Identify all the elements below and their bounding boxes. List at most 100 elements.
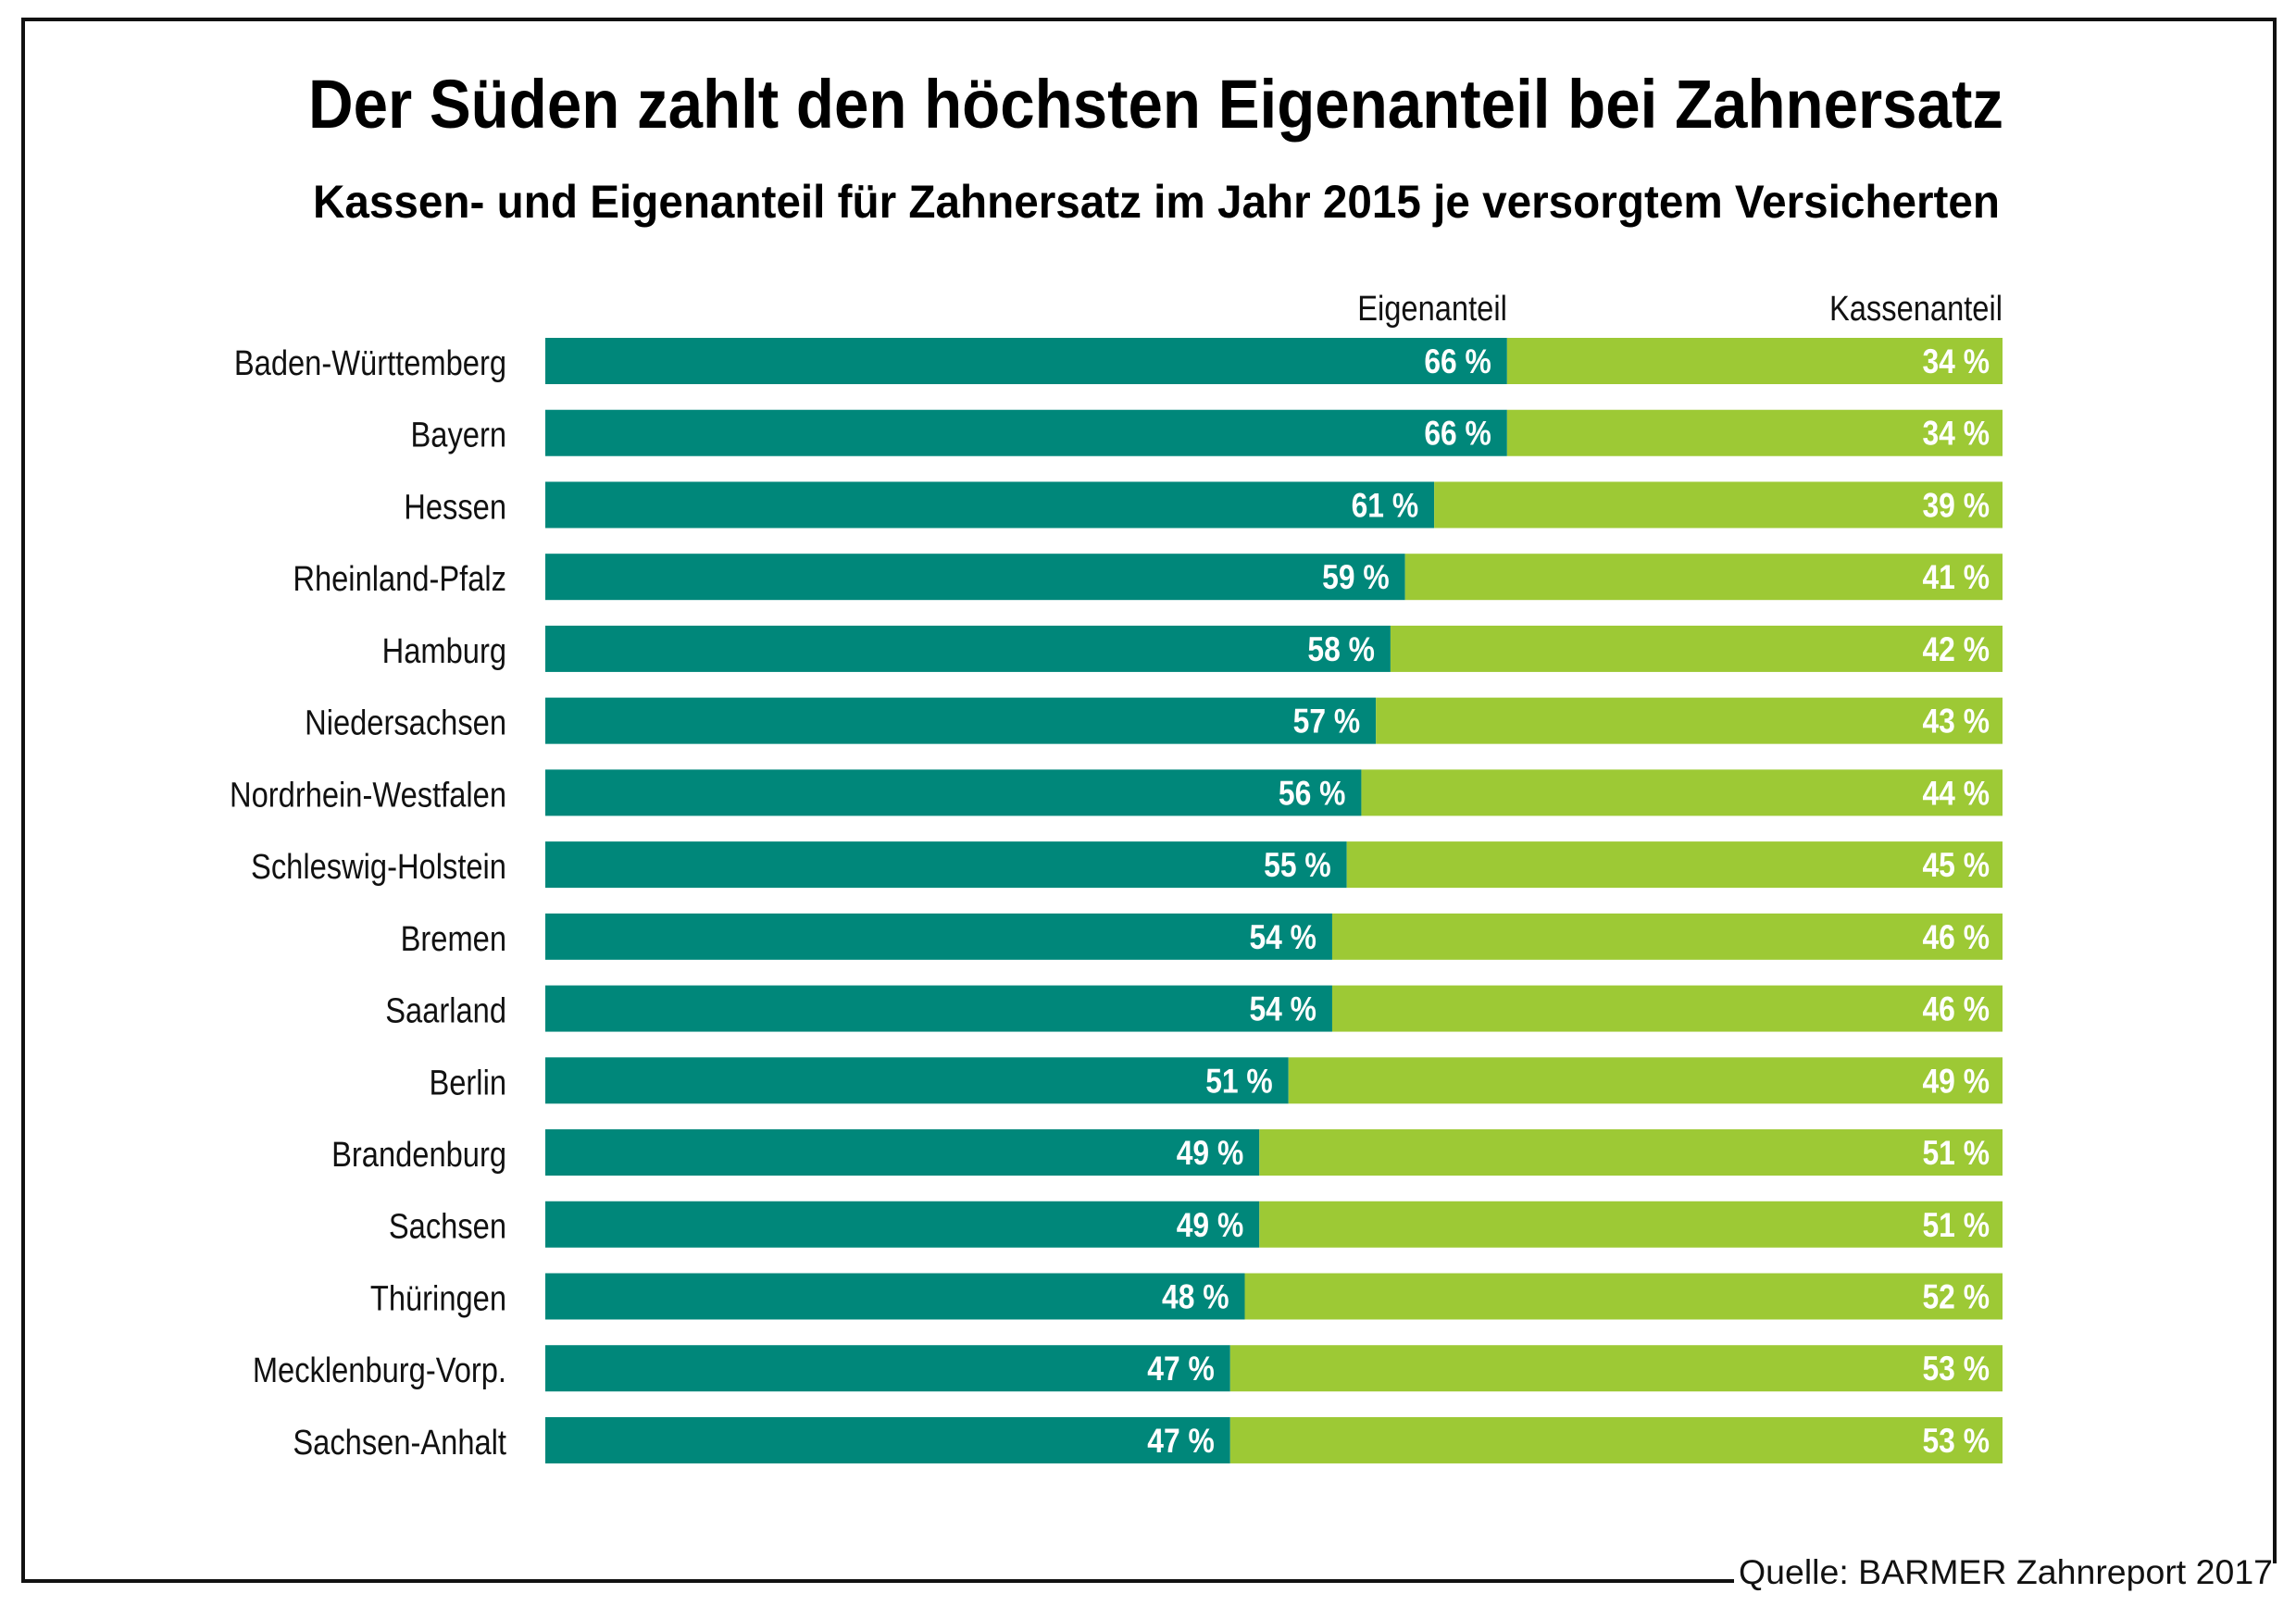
bar-segment-kassenanteil [1376,697,2003,744]
category-label: Schleswig-Holstein [251,847,506,887]
bar-segment-kassenanteil [1259,1129,2003,1176]
bar-segment-eigenanteil [545,554,1405,601]
bar-segment-eigenanteil [545,409,1507,456]
data-label-kassenanteil: 43 % [1922,703,1990,741]
source-note: Quelle: BARMER Zahnreport 2017 [1739,1553,2273,1591]
category-label: Hessen [404,487,506,527]
bar-segment-eigenanteil [545,1129,1260,1176]
category-label: Bremen [401,919,506,959]
bar-segment-kassenanteil [1346,841,2003,889]
category-label: Saarland [385,990,506,1030]
data-label-eigenanteil: 59 % [1322,559,1390,597]
data-label-eigenanteil: 49 % [1177,1207,1244,1245]
chart-subtitle: Kassen- und Eigenanteil für Zahnersatz i… [313,176,2000,228]
bar-segment-kassenanteil [1244,1273,2003,1320]
category-label: Berlin [429,1063,506,1102]
bar-segment-eigenanteil [545,1201,1260,1248]
bar-row-niedersachsen: Niedersachsen 57 % 43 % [305,697,2003,744]
bar-row-sachsen-anhalt: Sachsen-Anhalt 47 % 53 % [293,1416,2003,1463]
bar-segment-eigenanteil [545,841,1347,889]
bar-segment-eigenanteil [545,985,1332,1032]
legend-label-eigenanteil: Eigenanteil [1357,289,1507,329]
data-label-eigenanteil: 57 % [1293,703,1361,741]
bar-segment-eigenanteil [545,625,1391,672]
bar-row-bayern: Bayern 66 % 34 % [411,409,2003,456]
data-label-kassenanteil: 53 % [1922,1423,1990,1461]
data-label-kassenanteil: 46 % [1922,990,1990,1028]
data-label-eigenanteil: 47 % [1147,1351,1215,1388]
bar-segment-kassenanteil [1404,554,2003,601]
data-label-eigenanteil: 54 % [1249,990,1316,1028]
bar-row-baden-wurttemberg: Baden-Württemberg 66 % 34 % [234,338,2003,384]
bar-segment-kassenanteil [1229,1416,2003,1463]
category-label: Hamburg [382,631,506,671]
data-label-kassenanteil: 42 % [1922,631,1990,669]
bar-segment-eigenanteil [545,338,1507,384]
data-label-eigenanteil: 66 % [1424,343,1491,381]
category-label: Mecklenburg-Vorp. [253,1351,506,1390]
bar-segment-kassenanteil [1506,409,2003,456]
data-label-eigenanteil: 47 % [1147,1423,1215,1461]
data-label-kassenanteil: 41 % [1922,559,1990,597]
category-label: Brandenburg [331,1135,506,1175]
bar-segment-eigenanteil [545,1057,1289,1104]
data-label-kassenanteil: 52 % [1922,1278,1990,1316]
data-label-eigenanteil: 56 % [1279,775,1346,813]
data-label-eigenanteil: 66 % [1424,416,1491,454]
category-label: Sachsen-Anhalt [293,1423,506,1463]
data-label-eigenanteil: 54 % [1249,919,1316,957]
bar-segment-eigenanteil [545,697,1377,744]
category-label: Sachsen [389,1206,506,1246]
data-label-kassenanteil: 34 % [1922,416,1990,454]
bar-segment-kassenanteil [1331,913,2003,960]
legend-label-kassenanteil: Kassenanteil [1829,289,2003,329]
data-label-eigenanteil: 58 % [1307,631,1375,669]
bar-segment-eigenanteil [545,913,1332,960]
bar-row-berlin: Berlin 51 % 49 % [429,1057,2003,1104]
bar-row-thuringen: Thüringen 48 % 52 % [370,1273,2003,1320]
data-label-kassenanteil: 53 % [1922,1351,1990,1388]
bar-segment-kassenanteil [1390,625,2003,672]
data-label-eigenanteil: 61 % [1352,487,1419,525]
bar-segment-eigenanteil [545,1416,1230,1463]
category-label: Thüringen [370,1278,506,1318]
data-label-kassenanteil: 46 % [1922,919,1990,957]
bar-segment-kassenanteil [1506,338,2003,384]
data-label-kassenanteil: 51 % [1922,1207,1990,1245]
chart-title: Der Süden zahlt den höchsten Eigenanteil… [308,66,2003,143]
category-label: Niedersachsen [305,703,506,742]
data-label-eigenanteil: 49 % [1177,1135,1244,1173]
bar-segment-eigenanteil [545,769,1362,816]
bar-segment-kassenanteil [1434,481,2003,529]
category-label: Baden-Württemberg [234,343,506,383]
bar-segment-eigenanteil [545,1273,1245,1320]
category-label: Nordrhein-Westfalen [230,775,506,815]
bar-row-hessen: Hessen 61 % 39 % [404,481,2003,529]
category-label: Bayern [411,415,506,454]
bar-row-rheinland-pfalz: Rheinland-Pfalz 59 % 41 % [293,554,2003,601]
bar-row-bremen: Bremen 54 % 46 % [401,913,2003,960]
bar-row-mecklenburg-vorp: Mecklenburg-Vorp. 47 % 53 % [253,1345,2003,1392]
bar-row-brandenburg: Brandenburg 49 % 51 % [331,1129,2003,1176]
chart-frame [21,18,2277,1583]
data-label-kassenanteil: 39 % [1922,487,1990,525]
data-label-kassenanteil: 49 % [1922,1063,1990,1101]
bar-row-schleswig-holstein: Schleswig-Holstein 55 % 45 % [251,841,2003,889]
category-label: Rheinland-Pfalz [293,559,506,599]
bar-segment-kassenanteil [1229,1345,2003,1392]
bar-segment-eigenanteil [545,481,1435,529]
data-label-eigenanteil: 51 % [1205,1063,1273,1101]
bar-segment-kassenanteil [1331,985,2003,1032]
bar-segment-kassenanteil [1288,1057,2003,1104]
bar-row-nordrhein-westfalen: Nordrhein-Westfalen 56 % 44 % [230,769,2003,816]
bar-row-hamburg: Hamburg 58 % 42 % [382,625,2003,672]
bar-segment-kassenanteil [1259,1201,2003,1248]
bar-segment-eigenanteil [545,1345,1230,1392]
data-label-kassenanteil: 34 % [1922,343,1990,381]
bar-row-sachsen: Sachsen 49 % 51 % [389,1201,2003,1248]
bar-row-saarland: Saarland 54 % 46 % [385,985,2003,1032]
data-label-kassenanteil: 44 % [1922,775,1990,813]
data-label-eigenanteil: 55 % [1264,847,1331,885]
bar-rows: Baden-Württemberg 66 % 34 % Bayern 66 % 34 % H… [230,338,2003,1463]
